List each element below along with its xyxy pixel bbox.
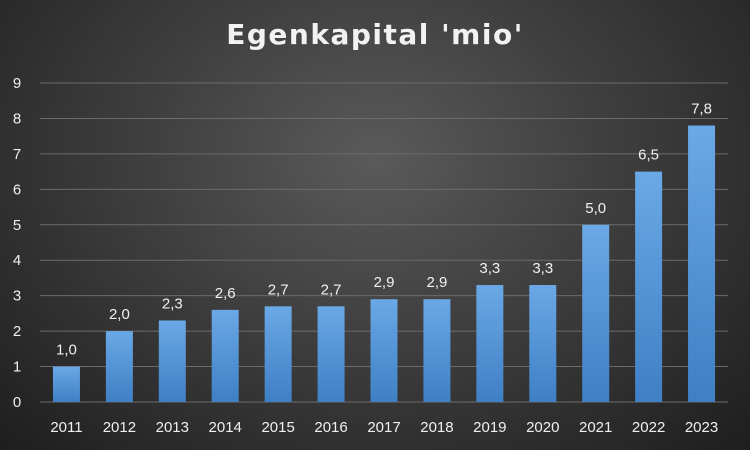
data-label-2012: 2,0 (109, 306, 130, 323)
y-tick-label: 9 (13, 75, 21, 92)
y-tick-label: 7 (13, 146, 21, 163)
data-label-2014: 2,6 (215, 285, 236, 302)
y-tick-label: 4 (13, 252, 21, 269)
x-tick-label-2012: 2012 (103, 419, 136, 436)
bar-2022 (635, 171, 663, 402)
bar-2013 (158, 320, 186, 402)
y-axis-ticks: 0 1 2 3 4 5 6 7 8 9 (13, 75, 21, 411)
x-tick-label-2011: 2011 (50, 419, 82, 436)
y-tick-label: 6 (13, 181, 21, 198)
bar-2011 (52, 366, 80, 402)
y-tick-label: 5 (13, 217, 21, 234)
y-tick-label: 8 (13, 110, 21, 127)
x-tick-label-2023: 2023 (685, 419, 718, 436)
y-tick-label: 3 (13, 288, 21, 305)
x-tick-label-2014: 2014 (209, 419, 242, 436)
x-tick-label-2019: 2019 (473, 419, 506, 436)
x-axis-ticks: 2011 2012 2013 2014 2015 2016 2017 2018 2019 2020… (50, 419, 718, 436)
bar-2017 (370, 299, 398, 402)
x-tick-label-2018: 2018 (420, 419, 453, 436)
bar-2012 (105, 331, 133, 402)
bar-2023 (688, 125, 716, 403)
bar-2020 (529, 285, 557, 402)
x-tick-label-2021: 2021 (579, 419, 612, 436)
bars (52, 125, 716, 403)
data-label-2016: 2,7 (321, 281, 342, 298)
data-label-2021: 5,0 (585, 200, 606, 217)
bar-2014 (211, 309, 239, 402)
x-tick-label-2017: 2017 (367, 419, 400, 436)
bar-2021 (582, 224, 610, 402)
data-label-2023: 7,8 (691, 101, 712, 118)
x-tick-label-2020: 2020 (526, 419, 559, 436)
data-label-2017: 2,9 (374, 274, 395, 291)
x-tick-label-2015: 2015 (261, 419, 294, 436)
bar-2019 (476, 285, 504, 402)
y-tick-label: 1 (13, 359, 21, 376)
x-tick-label-2022: 2022 (632, 419, 665, 436)
x-tick-label-2013: 2013 (156, 419, 189, 436)
data-label-2020: 3,3 (532, 260, 553, 277)
bar-2018 (423, 299, 451, 402)
data-label-2018: 2,9 (426, 274, 447, 291)
bar-2016 (317, 306, 345, 402)
data-label-2022: 6,5 (638, 147, 659, 164)
data-label-2013: 2,3 (162, 295, 183, 312)
chart-title: Egenkapital 'mio' (226, 18, 524, 51)
data-label-2011: 1,0 (56, 342, 77, 359)
x-tick-label-2016: 2016 (314, 419, 347, 436)
y-tick-label: 2 (13, 323, 21, 340)
data-label-2019: 3,3 (479, 260, 500, 277)
data-label-2015: 2,7 (268, 281, 289, 298)
bar-2015 (264, 306, 292, 402)
data-labels: 1,0 2,0 2,3 2,6 2,7 2,7 2,9 2,9 3,3 3,3 5,0 6,5 7,8 (56, 101, 712, 359)
y-tick-label: 0 (13, 394, 21, 411)
